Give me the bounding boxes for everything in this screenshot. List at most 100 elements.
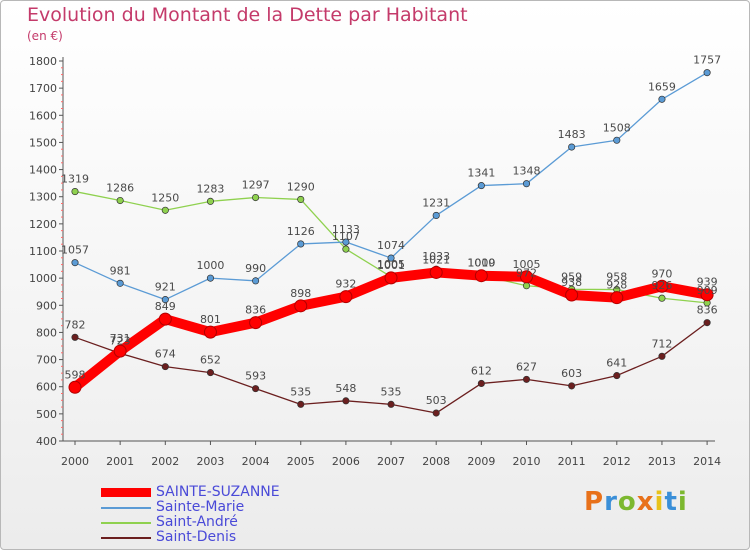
data-label: 939 xyxy=(697,276,718,289)
legend-swatch xyxy=(101,537,151,539)
data-label: 1005 xyxy=(513,258,541,271)
data-label: 1074 xyxy=(377,239,405,252)
y-tick-label: 1500 xyxy=(29,136,57,149)
legend-label: SAINTE-SUZANNE xyxy=(156,484,280,500)
data-point xyxy=(71,259,79,267)
x-tick-label: 2001 xyxy=(106,455,134,468)
y-tick-label: 1300 xyxy=(29,191,57,204)
data-label: 641 xyxy=(606,357,627,370)
y-tick-label: 900 xyxy=(36,299,57,312)
data-point xyxy=(522,282,531,290)
logo-letter: r xyxy=(604,487,618,517)
data-label: 1659 xyxy=(648,80,676,93)
data-label: 981 xyxy=(110,264,131,277)
data-label: 1283 xyxy=(196,182,224,195)
data-label: 1508 xyxy=(603,121,631,134)
y-tick-label: 700 xyxy=(36,354,57,367)
data-point xyxy=(252,385,260,393)
data-label: 801 xyxy=(200,313,221,326)
x-tick-label: 2008 xyxy=(422,455,450,468)
data-label: 1009 xyxy=(467,257,495,270)
data-point xyxy=(161,363,169,371)
data-label: 972 xyxy=(516,267,537,280)
logo-letter: o xyxy=(617,487,637,517)
data-point xyxy=(565,288,579,302)
axes: 400 500 600 700 800 900 1000 1100 1200 1300 1400 15… xyxy=(29,55,721,468)
x-tick-label: 2005 xyxy=(287,455,315,468)
data-point xyxy=(522,180,531,188)
data-point xyxy=(116,279,124,287)
data-point xyxy=(387,254,395,262)
legend-label: Saint-Denis xyxy=(156,529,237,545)
data-label: 1126 xyxy=(287,225,315,238)
y-tick-label: 800 xyxy=(36,326,57,339)
data-label: 593 xyxy=(245,370,266,383)
y-tick-label: 500 xyxy=(36,408,57,421)
data-label: 898 xyxy=(290,287,311,300)
data-label: 712 xyxy=(651,337,672,350)
data-label: 1231 xyxy=(422,196,450,209)
legend-swatch xyxy=(101,522,151,524)
data-point xyxy=(655,279,669,293)
data-label: 723 xyxy=(110,334,131,347)
data-point xyxy=(297,240,305,248)
y-tick-label: 1700 xyxy=(29,82,57,95)
x-tick-label: 2003 xyxy=(196,455,224,468)
data-point xyxy=(658,352,666,360)
data-point xyxy=(206,197,215,205)
data-point xyxy=(339,290,353,304)
data-label: 1010 xyxy=(467,256,495,269)
data-point xyxy=(703,69,711,77)
data-point xyxy=(610,291,624,305)
data-point xyxy=(432,211,440,219)
legend-label: Saint-André xyxy=(156,514,238,530)
x-tick-label: 2002 xyxy=(151,455,179,468)
data-label: 926 xyxy=(651,279,672,292)
y-tick-label: 1800 xyxy=(29,55,57,68)
data-point xyxy=(429,265,443,279)
data-label: 1021 xyxy=(422,253,450,266)
data-label: 958 xyxy=(606,271,627,284)
data-label: 836 xyxy=(697,304,718,317)
x-tick-label: 2006 xyxy=(332,455,360,468)
data-point xyxy=(206,369,215,377)
data-label: 612 xyxy=(471,364,492,377)
data-point xyxy=(158,312,172,326)
data-label: 921 xyxy=(155,281,176,294)
data-point xyxy=(113,344,127,358)
data-point xyxy=(342,238,350,246)
data-label: 1483 xyxy=(558,128,586,141)
data-label: 1286 xyxy=(106,182,134,195)
y-tick-label: 600 xyxy=(36,381,57,394)
chart-title: Evolution du Montant de la Dette par Hab… xyxy=(27,4,468,26)
data-label: 1057 xyxy=(61,244,89,257)
data-label: 990 xyxy=(245,262,266,275)
data-point xyxy=(68,380,82,394)
data-point xyxy=(568,382,576,390)
y-tick-label: 1200 xyxy=(29,218,57,231)
x-tick-label: 2013 xyxy=(648,455,676,468)
data-point xyxy=(568,143,576,151)
data-label: 1133 xyxy=(332,223,360,236)
y-tick-label: 1600 xyxy=(29,109,57,122)
x-tick-label: 2004 xyxy=(242,455,270,468)
data-point xyxy=(342,245,350,253)
legend-swatch xyxy=(101,507,151,509)
logo-letter: t xyxy=(664,487,678,517)
data-point xyxy=(613,136,621,144)
chart-unit-label: (en €) xyxy=(27,29,63,43)
logo-letter: P xyxy=(584,487,605,517)
data-label: 598 xyxy=(65,368,86,381)
series-lines xyxy=(68,69,714,417)
data-label: 1319 xyxy=(61,173,89,186)
data-point xyxy=(658,294,666,302)
x-tick-label: 2012 xyxy=(603,455,631,468)
x-tick-label: 2000 xyxy=(61,455,89,468)
data-point xyxy=(297,195,305,203)
y-tick-label: 400 xyxy=(36,435,57,448)
data-label: 503 xyxy=(426,394,447,407)
data-point xyxy=(432,409,440,417)
x-tick-label: 2010 xyxy=(513,455,541,468)
data-point xyxy=(477,379,485,388)
